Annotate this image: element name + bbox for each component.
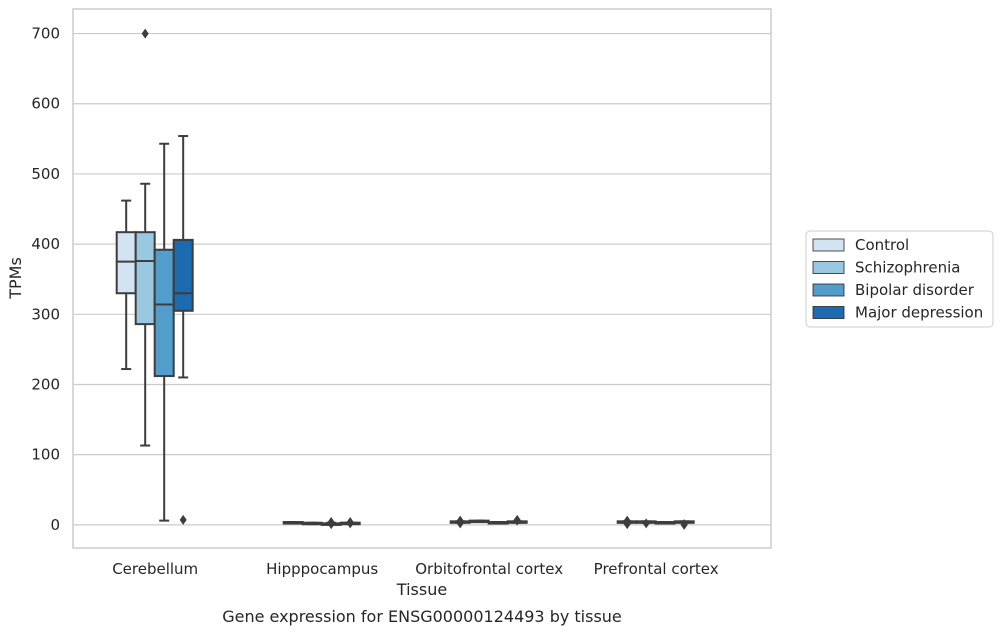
box-bipolar-disorder: [654, 521, 676, 525]
x-tick-label: Prefrontal cortex: [594, 560, 719, 578]
legend: Control Schizophrenia Bipolar disorder Majo…: [805, 230, 994, 328]
box-control: [449, 515, 471, 529]
box-bipolar-disorder: [153, 142, 175, 522]
outlier-point: [456, 515, 464, 526]
box-bipolar-disorder: [487, 521, 509, 525]
y-tick-label: 0: [50, 516, 60, 534]
box-schizophrenia: [635, 518, 657, 529]
legend-swatch: [812, 283, 845, 297]
legend-swatch: [812, 238, 845, 252]
box-major-depression: [673, 519, 695, 530]
legend-label: Major depression: [855, 304, 983, 322]
box-iqr: [172, 238, 194, 312]
box-major-depression: [506, 514, 528, 526]
outlier-point: [513, 514, 521, 525]
x-tick-label: Hipppocampus: [266, 560, 378, 578]
box-major-depression: [172, 135, 194, 525]
box-schizophrenia: [468, 519, 490, 524]
box-series: [115, 28, 695, 530]
y-tick-label: 500: [31, 165, 60, 183]
x-axis-ticks: Cerebellum Hipppocampus Orbitofrontal cort…: [112, 560, 719, 578]
outlier-point: [642, 518, 650, 529]
chart-caption: Gene expression for ENSG00000124493 by t…: [222, 607, 622, 626]
outlier-point: [623, 515, 631, 526]
box-control: [616, 515, 638, 530]
outlier-point: [179, 514, 187, 525]
outlier-point: [141, 28, 149, 39]
y-tick-label: 700: [31, 25, 60, 43]
y-tick-label: 100: [31, 446, 60, 464]
y-tick-label: 300: [31, 305, 60, 323]
box-iqr: [115, 231, 137, 295]
box-control: [282, 521, 304, 525]
y-axis-ticks: 0 100 200 300 400 500 600 700: [31, 25, 60, 534]
y-tick-label: 400: [31, 235, 60, 253]
legend-frame: [805, 230, 994, 328]
legend-swatch: [812, 306, 845, 319]
box-schizophrenia: [301, 521, 323, 526]
legend-label: Bipolar disorder: [855, 281, 975, 299]
outlier-point: [327, 517, 335, 528]
box-schizophrenia: [134, 28, 156, 447]
box-bipolar-disorder: [320, 517, 342, 530]
y-tick-label: 200: [31, 375, 60, 393]
box-iqr: [153, 248, 175, 378]
box-control: [115, 199, 137, 371]
outlier-point: [346, 517, 354, 528]
legend-swatch: [812, 261, 845, 274]
box-iqr: [134, 231, 156, 326]
legend-label: Schizophrenia: [855, 259, 960, 277]
legend-label: Control: [855, 236, 909, 254]
x-axis-label: Tissue: [396, 580, 447, 599]
x-tick-label: Orbitofrontal cortex: [415, 560, 563, 578]
x-tick-label: Cerebellum: [112, 560, 198, 578]
y-axis-label: TPMs: [6, 257, 25, 300]
box-major-depression: [339, 517, 361, 529]
y-tick-label: 600: [31, 95, 60, 113]
plot-frame: [72, 8, 772, 549]
outlier-point: [680, 519, 688, 530]
